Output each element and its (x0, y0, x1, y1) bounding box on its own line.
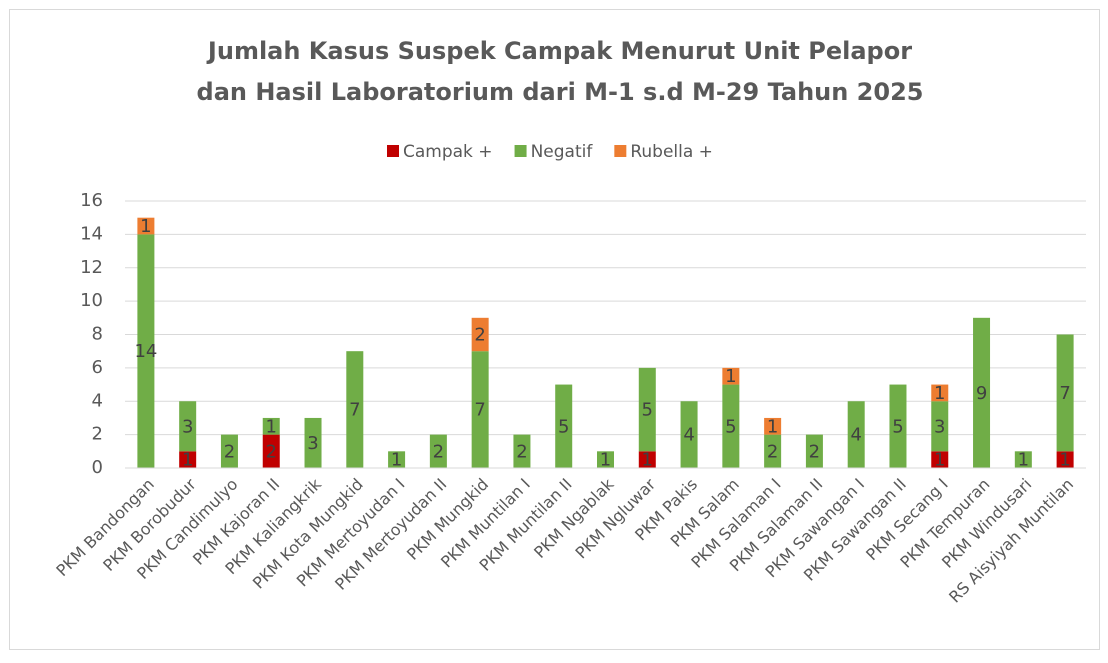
bar-segment (388, 451, 406, 468)
bar-segment (638, 451, 656, 468)
data-label: 2 (809, 441, 820, 462)
chart-title: Jumlah Kasus Suspek Campak Menurut Unit … (206, 37, 912, 65)
data-label: 2 (224, 441, 235, 462)
data-label: 1 (934, 450, 945, 471)
legend-label: Negatif (531, 142, 594, 162)
legend-label: Campak + (403, 142, 493, 162)
legend-swatch (614, 145, 627, 157)
y-tick-label: 2 (92, 424, 103, 445)
data-label: 5 (892, 416, 903, 437)
bar-segment (889, 384, 907, 468)
bar-segment (179, 451, 197, 468)
bar-segment (1056, 334, 1074, 452)
bar-segment (262, 434, 280, 468)
data-label: 2 (433, 441, 444, 462)
data-label: 1 (140, 216, 151, 237)
y-tick-label: 8 (92, 324, 103, 345)
data-label: 5 (642, 400, 653, 421)
bar-segment (304, 417, 322, 468)
bar-segment (179, 401, 197, 452)
data-label: 7 (349, 400, 360, 421)
bar-segment (680, 401, 698, 468)
bar-segment (137, 217, 155, 235)
y-tick-label: 14 (80, 223, 103, 244)
bar-segment (764, 434, 782, 468)
data-label: 3 (307, 433, 318, 454)
data-label: 2 (516, 441, 527, 462)
y-tick-label: 12 (80, 257, 103, 278)
data-label: 4 (850, 425, 861, 446)
bar-segment (638, 367, 656, 452)
data-label: 5 (725, 416, 736, 437)
bar-segment (555, 384, 573, 468)
bar-segment (137, 234, 155, 468)
data-label: 7 (474, 400, 485, 421)
data-label: 7 (1059, 383, 1070, 404)
legend-swatch (387, 145, 399, 157)
data-label: 1 (725, 366, 736, 387)
bar-segment (931, 451, 949, 468)
y-tick-label: 16 (80, 190, 103, 211)
bar-segment (597, 451, 614, 468)
bar-segment (973, 317, 991, 468)
legend-label: Rubella + (630, 142, 713, 162)
data-label: 2 (266, 441, 277, 462)
bar-segment (471, 317, 489, 352)
data-label: 1 (1059, 450, 1070, 471)
chart-border (9, 9, 1100, 650)
data-label: 1 (600, 450, 611, 471)
bar-segment (346, 351, 364, 468)
data-label: 1 (767, 416, 778, 437)
bar-segment (764, 417, 782, 435)
chart-title: dan Hasil Laboratorium dari M-1 s.d M-29… (197, 78, 924, 106)
bar-segment (931, 401, 949, 452)
data-label: 1 (934, 383, 945, 404)
bar-segment (429, 434, 447, 468)
bar-segment (513, 434, 531, 468)
bar-segment (220, 434, 238, 468)
bar-segment (805, 434, 823, 468)
data-label: 2 (474, 325, 485, 346)
y-tick-label: 6 (92, 357, 103, 378)
data-label: 1 (182, 450, 193, 471)
bar-segment (1056, 451, 1074, 468)
bar-segment (471, 351, 489, 468)
bar-segment (1014, 451, 1032, 468)
bar-segment (722, 384, 740, 468)
data-label: 2 (767, 441, 778, 462)
data-label: 3 (934, 416, 945, 437)
data-label: 1 (391, 450, 402, 471)
bar-segment (722, 367, 740, 385)
bar-segment (847, 401, 865, 468)
bar-segment (262, 417, 280, 435)
y-tick-label: 4 (92, 390, 103, 411)
data-label: 4 (683, 425, 694, 446)
bar-segment (931, 384, 949, 402)
y-tick-label: 0 (92, 457, 103, 478)
data-label: 1 (642, 450, 653, 471)
data-label: 9 (976, 383, 987, 404)
data-label: 1 (266, 416, 277, 437)
data-label: 14 (134, 341, 157, 362)
y-tick-label: 10 (80, 290, 103, 311)
data-label: 3 (182, 416, 193, 437)
legend-swatch (514, 145, 527, 157)
data-label: 5 (558, 416, 569, 437)
data-label: 1 (1018, 450, 1029, 471)
